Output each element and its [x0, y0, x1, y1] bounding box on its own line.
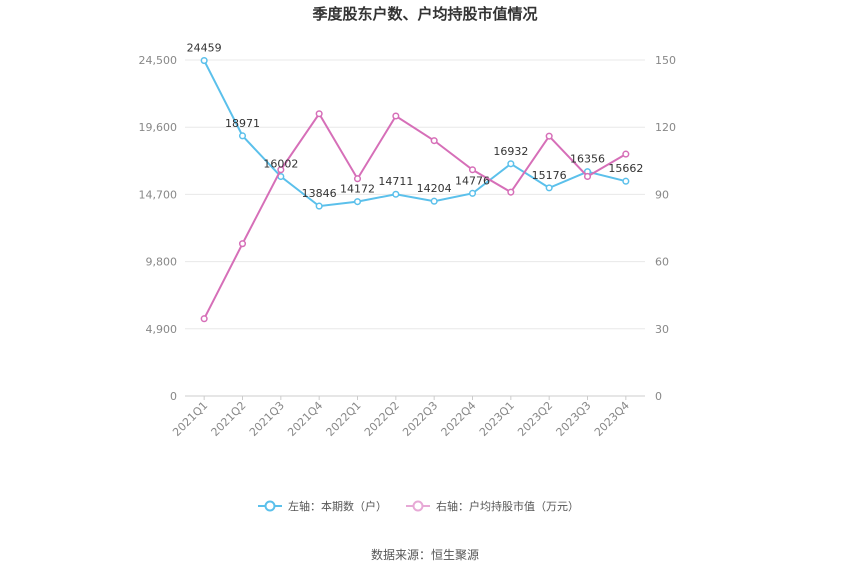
data-point[interactable] [392, 112, 400, 120]
right-tick-label: 0 [655, 390, 662, 403]
legend: 左轴：本期数（户） 右轴：户均持股市值（万元） [258, 499, 579, 513]
data-label: 16932 [493, 145, 528, 158]
x-axis: 2021Q12021Q22021Q32021Q42022Q12022Q22022… [170, 396, 632, 439]
legend-marker-1 [412, 500, 424, 512]
data-point[interactable] [315, 110, 323, 118]
data-source: 数据来源：恒生聚源 [371, 547, 479, 562]
data-point[interactable] [468, 189, 477, 197]
right-tick-label: 150 [655, 54, 676, 67]
data-point[interactable] [315, 202, 323, 210]
x-tick-label: 2023Q3 [554, 399, 594, 439]
data-label: 14776 [455, 174, 490, 187]
left-tick-label: 19,600 [139, 121, 178, 134]
x-tick-label: 2023Q2 [515, 399, 555, 439]
data-label: 13846 [302, 187, 337, 200]
right-tick-label: 120 [655, 121, 676, 134]
data-label: 16356 [570, 153, 605, 166]
data-point[interactable] [353, 175, 362, 183]
data-label: 16002 [263, 158, 298, 171]
legend-label-1: 右轴：户均持股市值（万元） [436, 499, 579, 513]
x-tick-label: 2023Q1 [477, 399, 517, 439]
left-tick-label: 4,900 [146, 323, 178, 336]
right-tick-label: 90 [655, 188, 669, 201]
data-label: 18971 [225, 117, 260, 130]
x-tick-label: 2021Q2 [209, 399, 249, 439]
legend-label-0: 左轴：本期数（户） [288, 499, 387, 513]
data-point[interactable] [430, 197, 438, 205]
data-label: 15662 [608, 162, 643, 175]
x-tick-label: 2023Q4 [592, 399, 632, 439]
x-tick-label: 2021Q4 [285, 399, 325, 439]
data-point[interactable] [545, 132, 553, 140]
data-point[interactable] [430, 137, 438, 145]
left-tick-label: 9,800 [146, 256, 178, 269]
x-tick-label: 2021Q3 [247, 399, 287, 439]
right-tick-label: 60 [655, 256, 669, 269]
x-tick-label: 2021Q1 [170, 399, 210, 439]
data-label: 24459 [187, 42, 222, 55]
data-point[interactable] [622, 150, 630, 158]
data-point[interactable] [200, 57, 208, 65]
left-tick-label: 0 [170, 390, 177, 403]
data-point[interactable] [545, 184, 553, 192]
legend-marker-0 [264, 500, 276, 512]
left-tick-label: 24,500 [139, 54, 178, 67]
left-axis: 0 4,900 9,800 14,700 19,600 24,500 [139, 54, 178, 403]
right-axis: 0 30 60 90 120 150 [655, 54, 676, 403]
data-label: 14172 [340, 183, 375, 196]
data-point[interactable] [238, 132, 247, 140]
data-point[interactable] [238, 240, 247, 248]
data-point[interactable] [622, 177, 630, 185]
legend-item-series-0[interactable]: 左轴：本期数（户） [258, 499, 387, 513]
data-label: 14711 [378, 175, 413, 188]
data-label: 15176 [532, 169, 567, 182]
data-point[interactable] [583, 172, 592, 181]
series-line-1 [203, 111, 627, 320]
right-tick-label: 30 [655, 323, 669, 336]
chart-title: 季度股东户数、户均持股市值情况 [312, 5, 537, 23]
data-label: 14204 [417, 182, 452, 195]
data-point[interactable] [200, 315, 208, 323]
data-point[interactable] [468, 166, 477, 174]
x-tick-label: 2022Q4 [439, 399, 479, 439]
data-point[interactable] [507, 188, 515, 196]
x-tick-label: 2022Q2 [362, 399, 402, 439]
data-point[interactable] [507, 160, 515, 168]
series-line-0 [203, 60, 627, 208]
x-tick-label: 2022Q3 [400, 399, 440, 439]
left-tick-label: 14,700 [139, 188, 178, 201]
x-tick-label: 2022Q1 [324, 399, 364, 439]
legend-item-series-1[interactable]: 右轴：户均持股市值（万元） [406, 499, 579, 513]
data-point[interactable] [353, 198, 362, 206]
data-point[interactable] [392, 190, 400, 198]
grid-lines [185, 59, 645, 397]
data-point[interactable] [277, 166, 285, 174]
